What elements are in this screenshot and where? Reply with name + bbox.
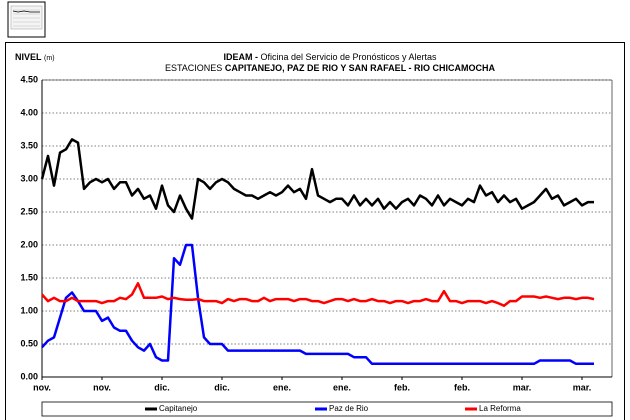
y-tick-label: 3.50 bbox=[20, 140, 38, 150]
x-tick-label: mar. bbox=[573, 382, 592, 392]
y-tick-label: 4.50 bbox=[20, 74, 38, 84]
x-tick-label: ene. bbox=[273, 382, 291, 392]
x-tick-label: dic. bbox=[214, 382, 230, 392]
y-tick-label: 3.00 bbox=[20, 173, 38, 183]
y-tick-label: 2.50 bbox=[20, 206, 38, 216]
y-axis-label: NIVEL (m) bbox=[15, 52, 55, 62]
series-line bbox=[41, 282, 595, 307]
y-tick-label: 4.00 bbox=[20, 107, 38, 117]
thumbnail-icon bbox=[7, 1, 46, 38]
x-tick-label: nov. bbox=[33, 382, 51, 392]
x-tick-label: feb. bbox=[454, 382, 470, 392]
y-tick-label: 2.00 bbox=[20, 239, 38, 249]
chart-subtitle: ESTACIONES CAPITANEJO, PAZ DE RIO Y SAN … bbox=[165, 63, 496, 73]
x-tick-label: nov. bbox=[93, 382, 111, 392]
x-tick-label: feb. bbox=[394, 382, 410, 392]
chart-frame bbox=[5, 42, 625, 420]
y-tick-label: 0.50 bbox=[20, 338, 38, 348]
y-tick-label: 1.50 bbox=[20, 272, 38, 282]
chart-title: IDEAM - Oficina del Servicio de Pronósti… bbox=[223, 52, 437, 62]
y-tick-label: 1.00 bbox=[20, 305, 38, 315]
legend-label: Capitanejo bbox=[159, 404, 198, 413]
series-line bbox=[41, 243, 594, 366]
legend-label: Paz de Rio bbox=[329, 404, 369, 413]
series-line bbox=[40, 138, 594, 220]
x-tick-label: dic. bbox=[154, 382, 170, 392]
legend-label: La Reforma bbox=[479, 404, 521, 413]
y-tick-label: 0.00 bbox=[20, 371, 38, 381]
x-tick-label: ene. bbox=[333, 382, 351, 392]
x-tick-label: mar. bbox=[513, 382, 532, 392]
